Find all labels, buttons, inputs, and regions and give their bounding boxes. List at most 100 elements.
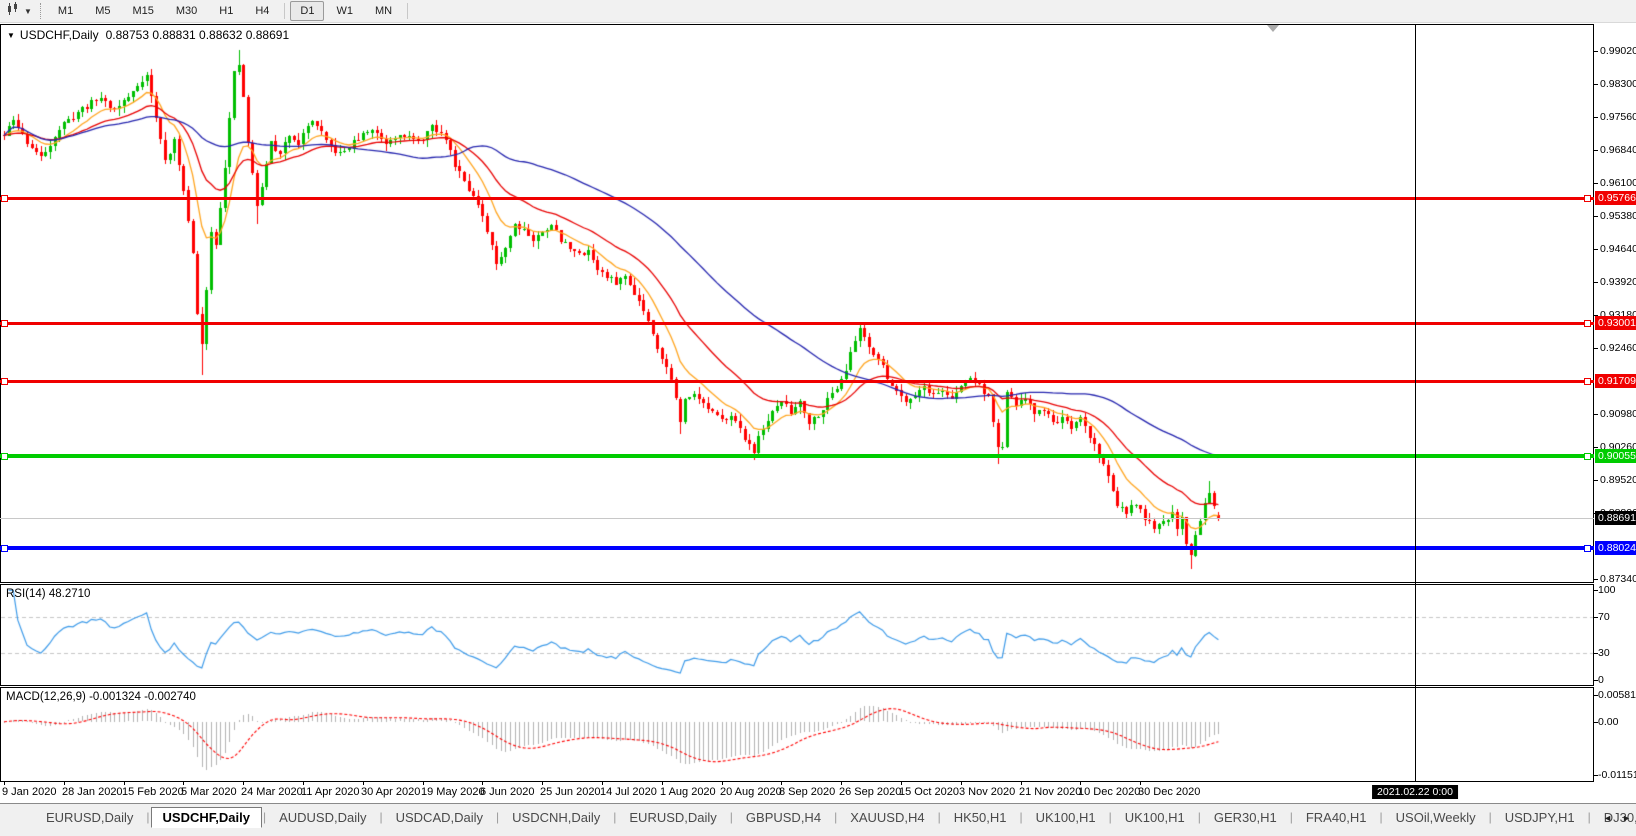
price-tick-mark [1594,117,1598,118]
time-tick-mark [1021,782,1022,785]
line-handle[interactable] [1584,320,1591,327]
tab-separator: | [834,810,838,824]
chart-tab-uk100-h1[interactable]: UK100,H1 [1035,810,1096,825]
price-tick-label: 0.97560 [1600,111,1636,123]
rsi-tick-label: 30 [1598,647,1610,659]
line-handle[interactable] [1,378,8,385]
price-tick-mark [1594,249,1598,250]
tab-separator: | [496,810,500,824]
time-tick-label: 14 Jul 2020 [600,786,657,798]
time-tick-mark [1140,782,1141,785]
rsi-value: 48.2710 [48,588,91,600]
price-tick-label: 0.90980 [1600,408,1636,420]
line-handle[interactable] [1,320,8,327]
time-tick-mark [602,782,603,785]
time-tick-label: 30 Dec 2020 [1138,786,1201,798]
tab-scroll-left-icon[interactable]: ◄ [1603,813,1613,823]
line-handle[interactable] [1584,453,1591,460]
tab-separator: | [937,810,941,824]
time-tick-mark [542,782,543,785]
time-tick-mark [722,782,723,785]
macd-tick-label: 0.005818 [1598,689,1636,701]
horizontal-line[interactable] [0,322,1594,325]
time-tick-label: 21 Nov 2020 [1019,786,1082,798]
line-handle[interactable] [1584,545,1591,552]
time-tick-label: 19 May 2020 [421,786,485,798]
chart-tab-fra40-h1[interactable]: FRA40,H1 [1305,810,1367,825]
tab-separator: | [729,810,733,824]
macd-values: -0.001324 -0.002740 [89,691,196,703]
time-tick-mark [423,782,424,785]
chart-tab-usdchf-daily[interactable]: USDCHF,Daily [150,807,262,828]
chart-tab-gbpusd-h4[interactable]: GBPUSD,H4 [745,810,822,825]
tab-scroll-arrows: ◄ ► [1603,813,1631,823]
chart-tab-usdcad-daily[interactable]: USDCAD,Daily [395,810,484,825]
macd-tick-mark [1594,695,1598,696]
rsi-tick-mark [1594,680,1598,681]
triangle-down-icon[interactable]: ▼ [7,31,15,40]
line-handle[interactable] [1,195,8,202]
time-tick-label: 15 Feb 2020 [122,786,184,798]
macd-tick-label: -0.011514 [1598,769,1636,781]
price-level-label: 0.93001 [1595,316,1636,330]
time-tick-label: 26 Sep 2020 [839,786,902,798]
macd-name: MACD(12,26,9) [6,691,86,703]
horizontal-line[interactable] [0,454,1594,458]
horizontal-line[interactable] [0,380,1594,383]
time-tick-mark [482,782,483,785]
price-tick-label: 0.89520 [1600,474,1636,486]
time-tick-label: 6 Jun 2020 [480,786,535,798]
tab-scroll-right-icon[interactable]: ► [1622,813,1631,823]
chart-tab-usoil-weekly[interactable]: USOil,Weekly [1395,810,1476,825]
chart-tab-usdjpy-h1[interactable]: USDJPY,H1 [1504,810,1575,825]
time-tick-label: 9 Jan 2020 [2,786,57,798]
price-tick-mark [1594,282,1598,283]
price-tick-mark [1594,348,1598,349]
current-price-label: 0.88691 [1595,511,1636,525]
price-level-label: 0.88024 [1595,541,1636,555]
chart-tab-ger30-h1[interactable]: GER30,H1 [1213,810,1277,825]
chart-tab-audusd-daily[interactable]: AUDUSD,Daily [279,810,367,825]
price-tick-label: 0.92460 [1600,342,1636,354]
future-date-label: 2021.02.22 0:00 [1372,785,1458,799]
horizontal-line[interactable] [0,546,1594,550]
price-tick-label: 0.94640 [1600,243,1636,255]
chart-shift-marker-icon[interactable] [1267,25,1279,32]
tab-separator: | [613,810,617,824]
chart-symbol-label: USDCHF,Daily [19,28,99,42]
time-tick-mark [303,782,304,785]
chart-tab-hk50-h1[interactable]: HK50,H1 [953,810,1007,825]
chart-tab-uk100-h1[interactable]: UK100,H1 [1124,810,1185,825]
price-tick-mark [1594,216,1598,217]
macd-indicator-label: MACD(12,26,9) -0.001324 -0.002740 [6,691,196,703]
line-handle[interactable] [1584,378,1591,385]
chart-tab-eurusd-daily[interactable]: EURUSD,Daily [46,810,134,825]
price-level-label: 0.91709 [1595,374,1636,388]
line-handle[interactable] [1,453,8,460]
time-tick-mark [662,782,663,785]
chart-tab-dj30-daily[interactable]: DJ30,Daily [1603,810,1636,825]
horizontal-line[interactable] [0,197,1594,200]
time-tick-mark [1080,782,1081,785]
chart-tab-xauusd-h4[interactable]: XAUUSD,H4 [850,810,925,825]
line-handle[interactable] [1584,195,1591,202]
tab-separator: | [1587,810,1591,824]
price-tick-mark [1594,447,1598,448]
time-tick-mark [64,782,65,785]
chart-tab-usdcnh-daily[interactable]: USDCNH,Daily [512,810,601,825]
time-tick-mark [961,782,962,785]
time-tick-mark [781,782,782,785]
future-date-vline[interactable] [1415,24,1416,782]
tab-separator: | [1019,810,1023,824]
tab-separator: | [146,810,150,824]
price-tick-label: 0.96100 [1600,177,1636,189]
price-tick-mark [1594,84,1598,85]
chart-tab-eurusd-daily[interactable]: EURUSD,Daily [629,810,717,825]
chart-title: ▼ USDCHF,Daily 0.88753 0.88831 0.88632 0.8… [7,28,289,42]
line-handle[interactable] [1,545,8,552]
time-tick-label: 5 Mar 2020 [181,786,237,798]
price-tick-mark [1594,315,1598,316]
rsi-tick-mark [1594,653,1598,654]
